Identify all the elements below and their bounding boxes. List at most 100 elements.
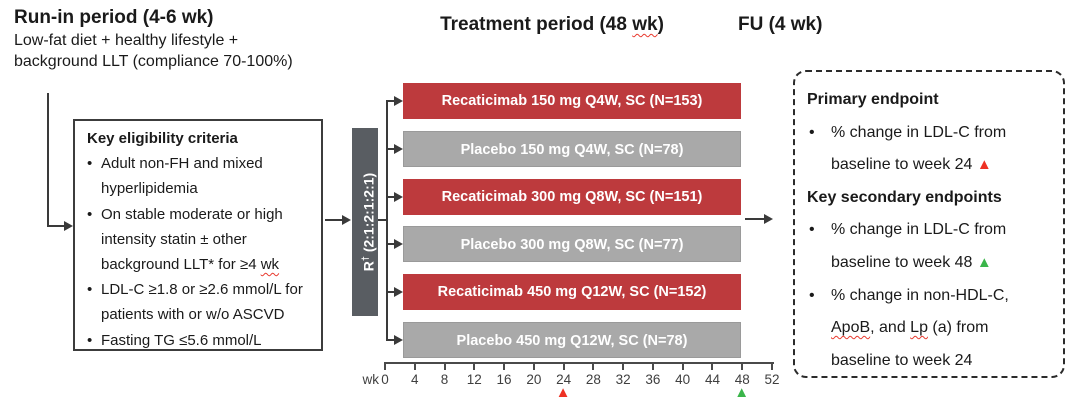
arm-bar-placebo-450-q12w: Placebo 450 mg Q12W, SC (N=78) <box>403 322 741 358</box>
axis-tick-label: 40 <box>675 372 691 387</box>
arm-bar-recaticimab-150-q4w: Recaticimab 150 mg Q4W, SC (N=153) <box>403 83 741 119</box>
treatment-period-header: Treatment period (48 wk) <box>440 14 664 35</box>
axis-tick-label: 12 <box>466 372 482 387</box>
axis-tick-label: 44 <box>704 372 720 387</box>
branch-arrowhead-icon <box>394 335 403 345</box>
axis-tick <box>384 362 386 370</box>
runin-arrowhead-icon <box>64 221 73 231</box>
runin-subtitle-line1: Low-fat diet + healthy lifestyle + <box>14 32 239 49</box>
branch-arrowhead-icon <box>394 287 403 298</box>
axis-tick <box>711 362 714 370</box>
eligibility-item: • Fasting TG ≤5.6 mmol/L <box>87 328 315 353</box>
arms-to-endpoints-line <box>745 218 765 220</box>
axis-tick <box>503 362 506 370</box>
branch-arrow-line <box>387 243 395 246</box>
axis-unit-label: wk <box>362 372 380 387</box>
branch-arrow-line <box>387 195 395 198</box>
runin-period-header: Run-in period (4-6 wk) Low-fat diet + he… <box>14 6 364 72</box>
primary-endpoint-item-continuation: baseline to week 24 ▲ <box>831 156 992 174</box>
eligibility-to-randomization-line <box>325 219 343 221</box>
axis-tick <box>562 362 565 370</box>
axis-tick <box>532 362 535 370</box>
randomization-branch-vertical-line <box>386 100 388 341</box>
axis-tick-label: 16 <box>496 372 512 387</box>
runin-subtitle-line2: background LLT (compliance 70-100%) <box>14 53 293 70</box>
arms-to-endpoints-arrowhead-icon <box>764 214 773 224</box>
eligibility-item: • LDL-C ≥1.8 or ≥2.6 mmol/L for <box>87 277 315 302</box>
eligibility-criteria-box: Key eligibility criteria • Adult non-FH … <box>73 119 323 351</box>
arm-bar-recaticimab-300-q8w: Recaticimab 300 mg Q8W, SC (N=151) <box>403 179 741 215</box>
branch-arrow-line <box>387 100 395 102</box>
axis-tick <box>473 362 476 370</box>
followup-period-header: FU (4 wk) <box>738 14 823 35</box>
spellcheck-word: wk <box>260 256 280 274</box>
eligibility-item-continuation: hyperlipidemia <box>101 180 198 198</box>
axis-tick <box>651 362 654 370</box>
branch-arrow-line <box>387 291 395 294</box>
secondary-endpoint-item-continuation: ApoB, and Lp (a) from <box>831 319 989 337</box>
bullet-icon: • <box>87 331 93 349</box>
primary-endpoint-title: Primary endpoint <box>807 91 939 108</box>
eligibility-title: Key eligibility criteria <box>87 130 238 147</box>
branch-arrow-line <box>387 339 395 341</box>
axis-tick-label: 8 <box>440 372 449 387</box>
axis-tick <box>592 362 595 370</box>
axis-tick-label: 0 <box>381 372 389 387</box>
axis-tick <box>413 362 416 370</box>
bullet-icon: • <box>809 286 815 304</box>
axis-tick-label: 48 <box>734 372 750 387</box>
axis-tick <box>681 362 684 370</box>
bullet-icon: • <box>809 123 815 141</box>
axis-tick-label: 36 <box>645 372 661 387</box>
randomization-branch-stub-line <box>378 219 387 221</box>
axis-tick-label: 24 <box>556 372 572 387</box>
axis-tick <box>741 362 744 370</box>
randomization-box: R† (2:1:2:1:2:1) <box>352 128 378 316</box>
eligibility-item: • On stable moderate or high <box>87 202 315 227</box>
axis-tick <box>443 362 446 370</box>
axis-tick-label: 28 <box>585 372 601 387</box>
branch-arrowhead-icon <box>394 191 403 202</box>
axis-tick <box>622 362 625 370</box>
runin-connector-horizontal-line <box>47 225 65 227</box>
secondary-endpoints-title: Key secondary endpoints <box>807 188 1002 206</box>
green-triangle-marker-icon: ▲ <box>734 384 750 401</box>
spellcheck-word: Lp <box>910 319 928 337</box>
green-triangle-icon: ▲ <box>976 253 992 271</box>
branch-arrowhead-icon <box>394 239 403 250</box>
secondary-endpoint-item-continuation: baseline to week 48 ▲ <box>831 253 992 271</box>
red-triangle-marker-icon: ▲ <box>555 384 571 401</box>
bullet-icon: • <box>87 205 93 223</box>
branch-arrowhead-icon <box>394 96 403 106</box>
arm-bar-placebo-300-q8w: Placebo 300 mg Q8W, SC (N=77) <box>403 226 741 262</box>
dagger-footnote-mark: † <box>360 256 370 262</box>
arm-bar-recaticimab-450-q12w: Recaticimab 450 mg Q12W, SC (N=152) <box>403 274 741 310</box>
axis-tick-label: 32 <box>615 372 631 387</box>
randomization-label: R† (2:1:2:1:2:1) <box>360 172 377 272</box>
axis-tick-label: 52 <box>764 372 780 387</box>
eligibility-item-continuation: intensity statin ± other <box>101 230 247 248</box>
endpoints-box: Primary endpoint • % change in LDL-C fro… <box>793 70 1065 378</box>
spellcheck-word: ApoB <box>831 319 871 337</box>
primary-endpoint-item: • % change in LDL-C from <box>807 117 1053 150</box>
eligibility-to-randomization-arrowhead-icon <box>342 215 351 225</box>
axis-tick <box>771 362 773 370</box>
secondary-endpoint-item: • % change in LDL-C from <box>807 214 1053 247</box>
red-triangle-icon: ▲ <box>976 156 992 174</box>
secondary-endpoint-item: • % change in non-HDL-C, <box>807 280 1053 313</box>
bullet-icon: • <box>87 155 93 173</box>
bullet-icon: • <box>87 281 93 299</box>
axis-tick-label: 20 <box>526 372 542 387</box>
runin-title: Run-in period (4-6 wk) <box>14 7 214 28</box>
spellcheck-word: wk <box>632 14 658 35</box>
runin-connector-vertical-line <box>47 93 49 227</box>
eligibility-item-continuation: patients with or w/o ASCVD <box>101 306 285 324</box>
arm-bar-placebo-150-q4w: Placebo 150 mg Q4W, SC (N=78) <box>403 131 741 167</box>
secondary-endpoint-item-continuation: baseline to week 24 <box>831 351 973 369</box>
week-axis: wk 0 4 8 12 16 20 24 28 32 36 40 44 48 52 ▲ ▲ <box>363 362 780 408</box>
branch-arrowhead-icon <box>394 143 403 154</box>
bullet-icon: • <box>809 221 815 239</box>
eligibility-item-continuation: background LLT* for ≥4 wk <box>101 256 280 274</box>
eligibility-item: • Adult non-FH and mixed <box>87 151 315 176</box>
